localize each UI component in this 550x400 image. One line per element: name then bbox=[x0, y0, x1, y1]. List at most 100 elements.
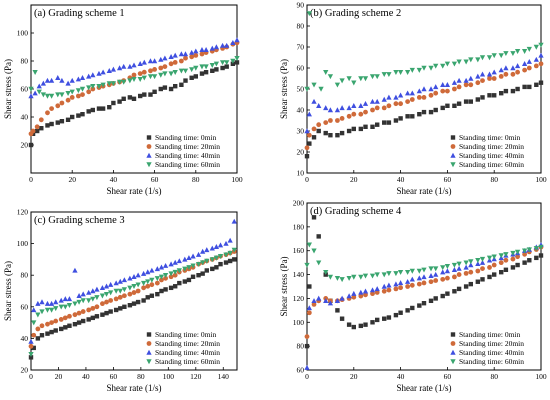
data-point bbox=[316, 122, 322, 128]
data-point bbox=[193, 48, 199, 54]
data-point bbox=[375, 122, 380, 127]
data-point bbox=[118, 306, 123, 311]
data-point bbox=[351, 80, 357, 86]
data-point bbox=[433, 296, 438, 301]
data-point bbox=[510, 51, 516, 57]
data-point bbox=[351, 294, 357, 300]
data-point bbox=[451, 267, 458, 272]
data-point bbox=[351, 103, 357, 108]
data-point bbox=[168, 271, 174, 277]
data-point bbox=[121, 63, 127, 69]
data-point bbox=[428, 65, 434, 71]
data-point bbox=[440, 269, 446, 275]
data-point bbox=[141, 69, 147, 75]
data-point bbox=[328, 118, 333, 123]
data-point bbox=[475, 73, 481, 79]
data-point bbox=[96, 106, 102, 111]
legend-marker bbox=[146, 359, 152, 365]
data-point bbox=[468, 57, 474, 63]
data-point bbox=[121, 79, 127, 85]
data-point bbox=[521, 49, 528, 54]
data-point bbox=[127, 95, 133, 100]
data-point bbox=[351, 324, 356, 330]
data-point bbox=[362, 100, 369, 106]
data-point bbox=[168, 274, 174, 280]
data-point bbox=[358, 103, 364, 108]
x-tick-label: 60 bbox=[444, 175, 452, 184]
data-point bbox=[39, 299, 45, 305]
data-point bbox=[172, 272, 178, 278]
data-point bbox=[451, 262, 458, 268]
data-point bbox=[200, 260, 206, 266]
data-point bbox=[152, 67, 158, 72]
legend-marker bbox=[146, 349, 152, 355]
data-point bbox=[510, 71, 516, 77]
data-point bbox=[404, 278, 411, 284]
data-point bbox=[59, 100, 65, 106]
data-point bbox=[304, 128, 310, 134]
data-point bbox=[39, 126, 44, 131]
data-point bbox=[48, 300, 55, 306]
data-point bbox=[210, 266, 215, 272]
data-point bbox=[178, 68, 185, 74]
data-point bbox=[374, 272, 380, 278]
data-point bbox=[48, 77, 55, 83]
data-point bbox=[503, 252, 509, 258]
panel-title: (d) Grading scheme 4 bbox=[310, 206, 402, 217]
data-point bbox=[456, 265, 462, 271]
data-point bbox=[527, 84, 532, 90]
data-point bbox=[451, 61, 458, 67]
data-point bbox=[154, 266, 160, 272]
data-point bbox=[158, 72, 164, 78]
data-point bbox=[173, 284, 178, 289]
data-point bbox=[48, 307, 55, 313]
data-point bbox=[346, 113, 352, 119]
data-point bbox=[127, 78, 133, 84]
legend-entry: Standing time: 0min bbox=[459, 330, 520, 339]
data-point bbox=[386, 315, 392, 320]
data-point bbox=[55, 92, 61, 98]
data-point bbox=[86, 85, 92, 91]
x-tick-label: 80 bbox=[192, 175, 200, 184]
y-tick-label: 120 bbox=[17, 208, 29, 217]
data-point bbox=[521, 248, 528, 254]
y-tick-label: 20 bbox=[21, 366, 29, 375]
data-point bbox=[503, 71, 509, 77]
data-point bbox=[34, 124, 40, 130]
data-point bbox=[526, 46, 532, 52]
data-point bbox=[433, 107, 438, 113]
data-point bbox=[94, 286, 100, 292]
data-point bbox=[510, 65, 516, 71]
x-tick-label: 60 bbox=[444, 372, 452, 381]
data-point bbox=[162, 55, 168, 61]
data-point bbox=[334, 107, 341, 113]
data-point bbox=[79, 75, 86, 80]
data-point bbox=[304, 262, 310, 268]
data-point bbox=[28, 142, 34, 148]
y-tick-label: 80 bbox=[297, 22, 305, 31]
plot-frame bbox=[30, 211, 238, 371]
data-point bbox=[514, 49, 521, 54]
data-point bbox=[163, 287, 168, 292]
data-point bbox=[86, 317, 91, 322]
data-point bbox=[154, 280, 160, 286]
data-point bbox=[381, 105, 387, 111]
data-point bbox=[416, 88, 422, 94]
data-point bbox=[49, 329, 54, 335]
data-point bbox=[218, 261, 223, 267]
data-point bbox=[200, 248, 206, 254]
data-point bbox=[468, 75, 474, 81]
data-point bbox=[456, 59, 462, 65]
data-point bbox=[168, 54, 174, 59]
data-point bbox=[397, 70, 404, 75]
data-point bbox=[334, 82, 341, 88]
data-point bbox=[145, 279, 151, 285]
data-point bbox=[176, 268, 182, 274]
data-point bbox=[193, 74, 198, 79]
data-point bbox=[522, 251, 528, 257]
data-point bbox=[323, 120, 329, 125]
data-point bbox=[31, 307, 37, 313]
data-point bbox=[306, 305, 312, 311]
data-point bbox=[190, 274, 196, 279]
